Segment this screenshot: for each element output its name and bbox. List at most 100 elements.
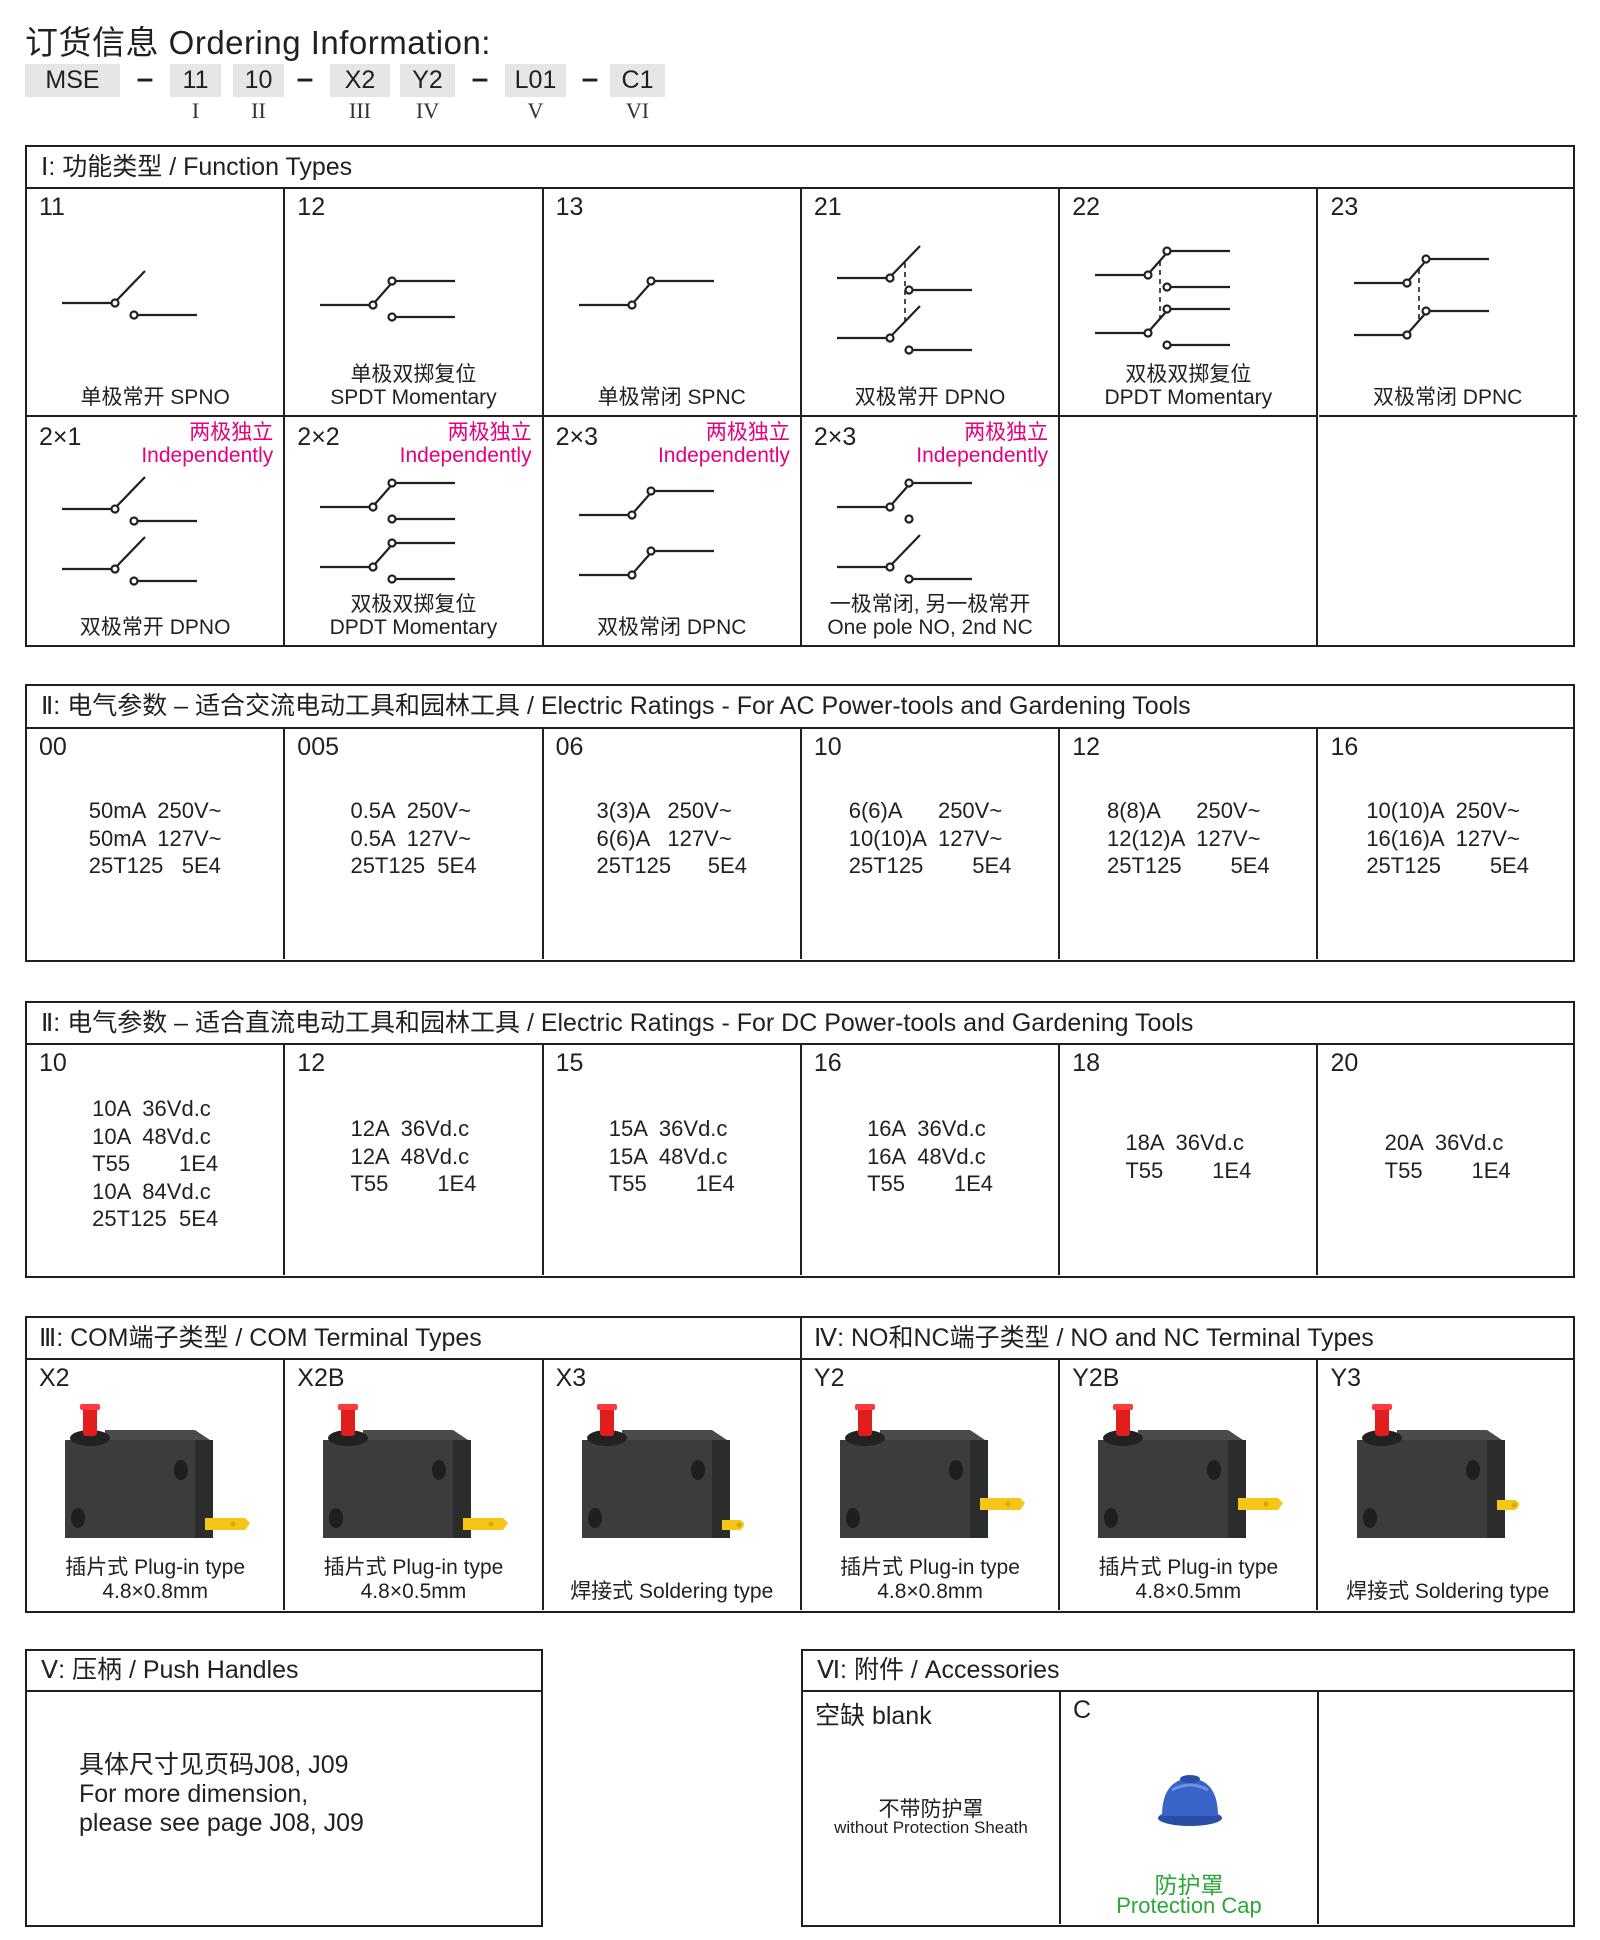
- push-handles-header: Ⅴ: 压柄 / Push Handles: [27, 1651, 541, 1692]
- function-caption: 单极双掷复位 SPDT Momentary: [285, 363, 541, 409]
- caption-line: 插片式 Plug-in type: [65, 1556, 246, 1579]
- spno-icon: [62, 270, 197, 320]
- dpdt-icon: [1095, 246, 1231, 350]
- function-caption: 双极双掷复位 DPDT Momentary: [1060, 363, 1316, 409]
- dpdt-independent-icon: [320, 478, 456, 584]
- code-part: X2: [330, 64, 390, 97]
- rating-line: 6(6)A 250V~: [848, 798, 1003, 823]
- code-roman-numeral: II: [251, 98, 266, 123]
- rating-code: 10: [813, 733, 842, 761]
- function-code: 23: [1330, 193, 1359, 221]
- rating-line: 15A 48Vd.c: [608, 1143, 728, 1169]
- switch-plug-in-no-nc-icon: [839, 1404, 1025, 1538]
- code-roman-numeral: V: [527, 98, 544, 123]
- independent-label-cn: 两极独立: [189, 421, 274, 444]
- rating-lines: 15A 36Vd.c 15A 48Vd.c T55 1E4: [609, 1115, 735, 1198]
- rating-line: 50mA 127V~: [88, 825, 222, 851]
- accessory-cap: C 防护罩 Protection Cap: [1061, 1690, 1319, 1924]
- function-type-11: 11 单极常开 SPNO: [27, 187, 286, 415]
- function-type-2×2: 2×2 两极独立 Independently 双极双掷复位 DPDT Momentary: [285, 415, 544, 645]
- rating-line: 18A 36Vd.c: [1125, 1130, 1245, 1155]
- terminal-Y3: Y3 焊接式 Soldering type: [1319, 1358, 1577, 1610]
- terminal-code: X2B: [297, 1364, 345, 1392]
- code-part: 10: [233, 64, 284, 97]
- function-type-21: 21 双极常开 DPNO: [802, 187, 1061, 415]
- rating-code: 12: [297, 1049, 326, 1077]
- rating-10: 10 6(6)A 250V~ 10(10)A 127V~ 25T125 5E4: [802, 727, 1061, 959]
- rating-line: 3(3)A 250V~: [596, 798, 732, 823]
- function-type-2×3: 2×3 两极独立 Independently 双极常闭 DPNC: [543, 415, 802, 645]
- rating-16: 16 16A 36Vd.c 16A 48Vd.c T55 1E4: [802, 1043, 1061, 1275]
- function-code: 2×3: [555, 423, 599, 451]
- rating-lines: 16A 36Vd.c 16A 48Vd.c T55 1E4: [867, 1115, 993, 1198]
- rating-10: 10 10A 36Vd.c 10A 48Vd.c T55 1E4 10A 84Vd.c 2…: [27, 1043, 286, 1275]
- rating-06: 06 3(3)A 250V~ 6(6)A 127V~ 25T125 5E4: [544, 727, 802, 959]
- independent-label: 两极独立 Independently: [141, 421, 273, 467]
- rating-line: 10A 36Vd.c: [92, 1096, 211, 1121]
- rating-line: 16(16)A 127V~: [1366, 825, 1520, 851]
- function-code: 2×2: [297, 423, 340, 451]
- caption-line: One pole NO, 2nd NC: [827, 616, 1033, 639]
- rating-005: 005 0.5A 250V~ 0.5A 127V~ 25T125 5E4: [285, 727, 544, 959]
- code-roman-numeral: III: [349, 98, 371, 123]
- com-terminal-header: Ⅲ: COM端子类型 / COM Terminal Types: [27, 1318, 802, 1358]
- rating-lines: 8(8)A 250V~ 12(12)A 127V~ 25T125 5E4: [1107, 797, 1270, 880]
- rating-values: 6(6)A 250V~ 10(10)A 127V~ 25T125 5E4: [802, 797, 1058, 880]
- function-code: 2×1: [39, 423, 82, 451]
- page-title: 订货信息 Ordering Information:: [25, 24, 491, 61]
- rating-line: 25T125 5E4: [88, 853, 221, 878]
- rating-lines: 10A 36Vd.c 10A 48Vd.c T55 1E4 10A 84Vd.c 25T…: [92, 1095, 218, 1233]
- rating-line: 8(8)A 250V~: [1107, 798, 1261, 823]
- caption-line: 4.8×0.5mm: [360, 1580, 467, 1603]
- code-separator: –: [581, 62, 599, 95]
- terminal-X3: X3 焊接式 Soldering type: [544, 1358, 802, 1610]
- rating-line: T55 1E4: [608, 1171, 735, 1196]
- independent-label-en: Independently: [399, 444, 532, 467]
- function-code: 2×3: [813, 423, 857, 451]
- rating-code: 005: [297, 733, 340, 761]
- terminal-Y2B: Y2B 插片式 Plug-in type 4.8×0.5mm: [1060, 1358, 1319, 1610]
- independent-label-cn: 两极独立: [964, 421, 1049, 444]
- rating-line: 25T125 5E4: [92, 1206, 219, 1231]
- code-roman-numeral: I: [191, 98, 200, 123]
- rating-12: 12 12A 36Vd.c 12A 48Vd.c T55 1E4: [285, 1043, 544, 1275]
- rating-00: 00 50mA 250V~ 50mA 127V~ 25T125 5E4: [27, 727, 286, 959]
- function-code: 12: [297, 193, 326, 221]
- terminal-X2B: X2B 插片式 Plug-in type 4.8×0.5mm: [285, 1358, 544, 1610]
- push-handles-table: Ⅴ: 压柄 / Push Handles 具体尺寸见页码J08, J09 For…: [25, 1649, 543, 1927]
- rating-line: T55 1E4: [867, 1171, 994, 1196]
- rating-line: 6(6)A 127V~: [596, 825, 732, 851]
- rating-lines: 20A 36Vd.c T55 1E4: [1385, 1129, 1511, 1184]
- accessory-caption-en: Protection Cap: [1116, 1893, 1262, 1918]
- rating-code: 16: [813, 1049, 842, 1077]
- independent-label-en: Independently: [141, 444, 274, 467]
- accessories-table: Ⅵ: 附件 / Accessories 空缺 blank 不带防护罩 witho…: [801, 1649, 1575, 1927]
- terminal-code: X3: [555, 1364, 587, 1392]
- rating-values: 20A 36Vd.c T55 1E4: [1319, 1129, 1577, 1184]
- accessory-caption-en: without Protection Sheath: [834, 1818, 1028, 1837]
- rating-lines: 50mA 250V~ 50mA 127V~ 25T125 5E4: [89, 797, 222, 880]
- terminal-caption: 焊接式 Soldering type: [544, 1580, 800, 1604]
- rating-12: 12 8(8)A 250V~ 12(12)A 127V~ 25T125 5E4: [1060, 727, 1319, 959]
- independent-label-cn: 两极独立: [447, 421, 532, 444]
- rating-line: 10A 48Vd.c: [92, 1123, 211, 1149]
- rating-line: 15A 36Vd.c: [608, 1116, 728, 1141]
- rating-lines: 3(3)A 250V~ 6(6)A 127V~ 25T125 5E4: [597, 797, 747, 880]
- dpnc-independent-icon: [578, 486, 714, 580]
- spnc-icon: [578, 276, 714, 310]
- rating-lines: 10(10)A 250V~ 16(16)A 127V~ 25T125 5E4: [1366, 797, 1529, 880]
- rating-lines: 12A 36Vd.c 12A 48Vd.c T55 1E4: [350, 1115, 476, 1198]
- function-caption: 双极常开 DPNO: [27, 616, 283, 639]
- dpno-icon: [836, 245, 972, 355]
- independent-label-cn: 两极独立: [705, 421, 790, 444]
- caption-line: 4.8×0.5mm: [1135, 1580, 1242, 1603]
- rating-line: 25T125 5E4: [350, 853, 477, 878]
- rating-values: 12A 36Vd.c 12A 48Vd.c T55 1E4: [285, 1115, 541, 1198]
- rating-line: 25T125 5E4: [596, 853, 747, 878]
- caption-line: SPDT Momentary: [330, 386, 497, 409]
- rating-code: 16: [1330, 733, 1359, 761]
- caption-line: 双极常闭 DPNC: [1372, 386, 1523, 409]
- caption-line: 4.8×0.8mm: [877, 1580, 983, 1603]
- rating-code: 12: [1072, 733, 1100, 761]
- rating-line: 12(12)A 127V~: [1107, 825, 1261, 851]
